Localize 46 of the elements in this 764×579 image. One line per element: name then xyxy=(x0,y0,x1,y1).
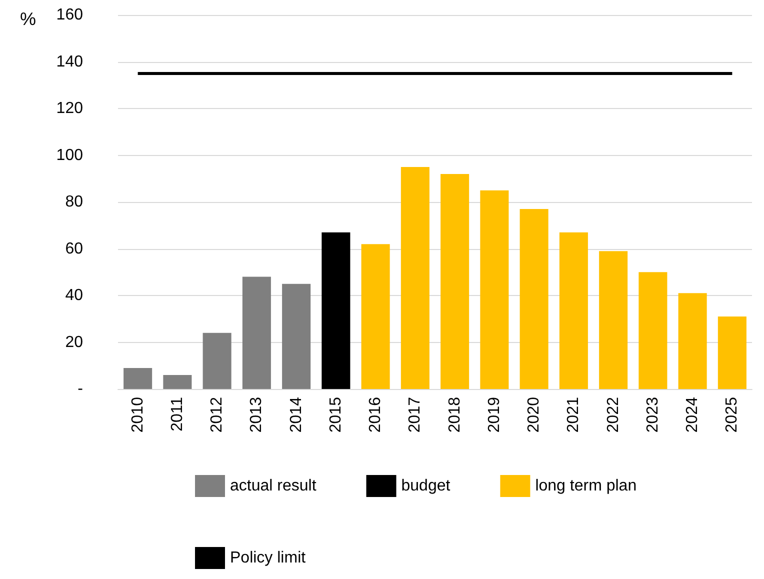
x-tick-label: 2017 xyxy=(406,396,424,433)
bar xyxy=(480,190,509,389)
legend-label: Policy limit xyxy=(230,550,306,566)
x-tick-label: 2012 xyxy=(208,396,226,433)
y-tick-label: 100 xyxy=(56,146,84,164)
x-tick-label: 2024 xyxy=(684,396,702,433)
bar xyxy=(202,332,232,389)
bar xyxy=(559,232,588,389)
bar xyxy=(322,232,350,389)
bar xyxy=(163,374,192,389)
x-tick-label: 2016 xyxy=(367,396,384,433)
bar xyxy=(520,209,548,389)
x-tick-label: 2014 xyxy=(288,396,305,433)
x-tick-label: 2010 xyxy=(129,396,146,433)
y-tick-label: 40 xyxy=(65,287,84,304)
x-tick-label: 2019 xyxy=(486,396,503,433)
y-tick-label: 80 xyxy=(65,194,84,210)
bar xyxy=(718,316,746,389)
x-tick-label: 2011 xyxy=(168,396,186,432)
x-tick-label: 2020 xyxy=(526,396,543,433)
bar xyxy=(678,293,707,389)
bar xyxy=(242,276,271,389)
x-tick-label: 2013 xyxy=(248,396,266,433)
x-tick-label: 2015 xyxy=(327,396,344,433)
x-tick-label: 2021 xyxy=(565,396,582,433)
y-tick-label: 160 xyxy=(56,6,84,24)
legend-label: budget xyxy=(401,478,451,494)
bar xyxy=(599,251,628,389)
legend-label: long term plan xyxy=(535,478,637,494)
legend-label: actual result xyxy=(230,478,317,494)
x-tick-label: 2023 xyxy=(644,396,662,433)
y-tick-label: 120 xyxy=(56,100,84,117)
bar xyxy=(124,368,152,389)
x-tick-label: 2018 xyxy=(446,396,464,433)
bar xyxy=(361,244,390,389)
x-tick-label: 2022 xyxy=(604,396,622,433)
bar xyxy=(440,174,470,389)
y-axis-title: % xyxy=(20,9,36,29)
bar xyxy=(400,166,430,389)
y-tick-label: 140 xyxy=(56,53,84,70)
y-tick-label: 20 xyxy=(65,334,84,351)
x-tick-label: 2025 xyxy=(724,396,741,433)
y-tick-label: - xyxy=(78,380,83,398)
bar xyxy=(282,284,311,389)
y-tick-label: 60 xyxy=(65,240,84,258)
bar xyxy=(638,272,668,389)
